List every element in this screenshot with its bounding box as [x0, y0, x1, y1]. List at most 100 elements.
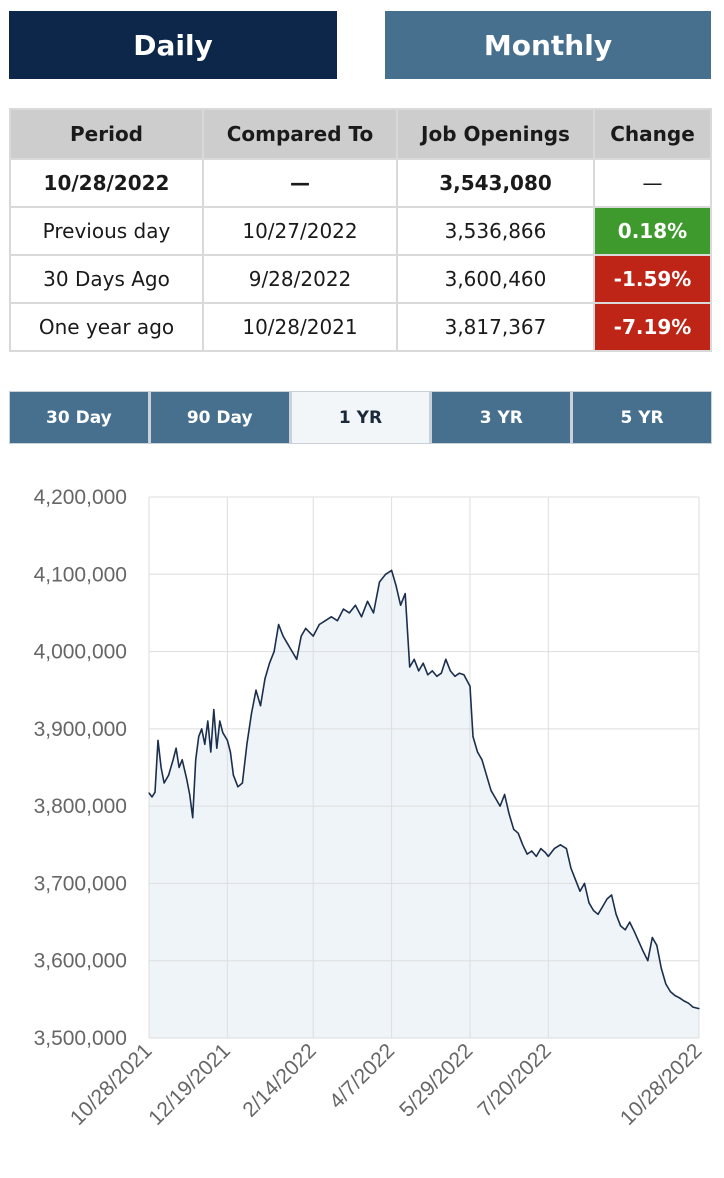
change-badge-positive: 0.18%	[593, 206, 712, 256]
data-point	[597, 913, 599, 915]
data-point	[404, 593, 406, 595]
data-point	[490, 790, 492, 792]
row-change: —	[593, 158, 712, 208]
data-point	[195, 759, 197, 761]
data-point	[698, 1008, 700, 1010]
data-point	[531, 850, 533, 852]
range-tab-1-yr[interactable]: 1 YR	[291, 392, 430, 443]
range-tab-90-day[interactable]: 90 Day	[150, 392, 289, 443]
data-point	[210, 751, 212, 753]
data-point	[175, 747, 177, 749]
data-point	[148, 792, 150, 794]
table-row: One year ago 10/28/2021 3,817,367 -7.19%	[9, 302, 712, 352]
data-point	[660, 967, 662, 969]
y-tick-label: 3,600,000	[34, 950, 127, 973]
y-tick-label: 3,500,000	[34, 1027, 127, 1050]
data-point	[282, 635, 284, 637]
data-point	[508, 813, 510, 815]
row-period: One year ago	[9, 302, 204, 352]
data-point	[305, 627, 307, 629]
data-point	[151, 796, 153, 798]
data-point	[360, 616, 363, 618]
row-compared-to: 10/27/2022	[202, 206, 398, 256]
data-point	[687, 1002, 690, 1004]
series-line	[148, 569, 700, 1010]
data-point	[469, 685, 471, 687]
data-point	[157, 739, 159, 741]
data-point	[324, 620, 326, 622]
data-point	[237, 786, 239, 788]
data-point	[602, 906, 604, 908]
y-tick-label: 4,000,000	[34, 641, 127, 664]
range-tab-5-yr[interactable]: 5 YR	[573, 392, 711, 443]
data-point	[181, 759, 183, 761]
data-point	[372, 612, 375, 614]
data-point	[229, 751, 231, 753]
data-point	[431, 670, 433, 672]
data-point	[418, 670, 420, 672]
data-point	[651, 936, 653, 939]
y-tick-label: 3,700,000	[34, 872, 127, 895]
data-point	[674, 994, 676, 997]
data-point	[678, 997, 681, 999]
row-compared-to: 9/28/2022	[202, 254, 398, 304]
data-point	[629, 921, 631, 923]
data-point	[570, 867, 572, 869]
range-tab-3-yr[interactable]: 3 YR	[432, 392, 571, 443]
y-tick-label: 4,200,000	[34, 486, 127, 509]
data-point	[647, 960, 649, 962]
data-point	[264, 678, 266, 680]
data-point	[312, 635, 314, 637]
table-row: Previous day 10/27/2022 3,536,866 0.18%	[9, 206, 712, 256]
data-point	[178, 766, 180, 769]
data-point	[476, 751, 479, 753]
data-point	[222, 732, 224, 734]
range-selector: 30 Day 90 Day 1 YR 3 YR 5 YR	[9, 391, 712, 444]
range-tab-30-day[interactable]: 30 Day	[10, 392, 148, 443]
row-period: 10/28/2022	[9, 158, 204, 208]
row-job-openings: 3,536,866	[396, 206, 595, 256]
data-point	[241, 782, 243, 784]
data-point	[458, 672, 460, 674]
data-point	[513, 828, 515, 830]
data-point	[246, 743, 248, 745]
data-point	[606, 898, 608, 900]
x-tick-label: 10/28/2021	[66, 1039, 157, 1130]
row-job-openings: 3,543,080	[396, 158, 595, 208]
x-tick-label: 12/19/2021	[144, 1039, 235, 1130]
data-point	[574, 879, 577, 881]
data-point	[517, 832, 519, 834]
data-point	[592, 909, 595, 912]
data-point	[535, 855, 537, 857]
header-compared-to: Compared To	[202, 108, 398, 160]
y-tick-label: 3,900,000	[34, 718, 127, 741]
data-point	[683, 1000, 685, 1002]
data-point	[250, 712, 253, 714]
area-fill	[149, 570, 699, 1038]
data-point	[692, 1006, 694, 1008]
data-point	[318, 623, 320, 626]
data-point	[559, 844, 562, 846]
data-point	[204, 743, 206, 745]
data-point	[413, 658, 415, 660]
data-point	[189, 793, 191, 796]
data-point	[216, 747, 218, 749]
daily-button[interactable]: Daily	[9, 11, 337, 79]
data-point	[454, 675, 456, 677]
data-point	[385, 573, 387, 575]
data-point	[633, 930, 635, 932]
data-point	[565, 848, 568, 850]
data-point	[624, 929, 626, 931]
data-point	[198, 736, 200, 738]
data-point	[611, 894, 613, 896]
data-point	[436, 675, 438, 677]
data-point	[366, 600, 369, 602]
table-header-row: Period Compared To Job Openings Change	[9, 108, 712, 160]
data-point	[348, 612, 350, 614]
data-point	[422, 662, 424, 664]
table-row: 30 Days Ago 9/28/2022 3,600,460 -1.59%	[9, 254, 712, 304]
data-point	[400, 604, 402, 606]
monthly-button[interactable]: Monthly	[385, 11, 711, 79]
data-point	[172, 759, 174, 761]
data-point	[378, 581, 381, 583]
